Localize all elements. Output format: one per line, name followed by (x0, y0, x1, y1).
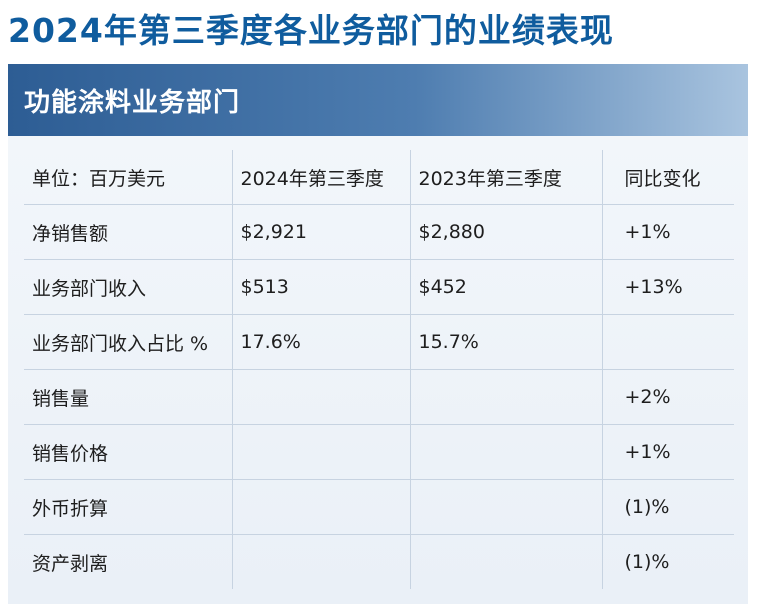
row-label: 业务部门收入 (24, 259, 233, 315)
cell-yoy-change: +13% (602, 259, 734, 315)
performance-table: 单位：百万美元 2024年第三季度 2023年第三季度 同比变化 净销售额 $2… (24, 150, 734, 589)
cell-q3-2023 (410, 424, 603, 480)
row-label: 外币折算 (24, 479, 233, 535)
segment-card: 功能涂料业务部门 单位：百万美元 2024年第三季度 2023年第三季度 同比变… (8, 64, 748, 604)
row-label: 资产剥离 (24, 534, 233, 589)
cell-yoy-change: +1% (602, 424, 734, 480)
cell-q3-2023: $452 (410, 259, 603, 315)
cell-q3-2024: 17.6% (232, 314, 411, 370)
cell-yoy-change: +1% (602, 204, 734, 260)
table-row: 资产剥离 (1)% (24, 534, 734, 589)
cell-q3-2023: 15.7% (410, 314, 603, 370)
cell-q3-2024 (232, 369, 411, 425)
header-q3-2024: 2024年第三季度 (232, 150, 411, 205)
cell-q3-2023 (410, 534, 603, 589)
row-label: 销售量 (24, 369, 233, 425)
table-row: 业务部门收入 $513 $452 +13% (24, 259, 734, 315)
header-q3-2023: 2023年第三季度 (410, 150, 603, 205)
cell-q3-2024 (232, 534, 411, 589)
table-row: 业务部门收入占比 % 17.6% 15.7% (24, 314, 734, 370)
cell-q3-2023 (410, 479, 603, 535)
cell-yoy-change: (1)% (624, 551, 670, 573)
cell-yoy-change: +2% (602, 369, 734, 425)
table-row: 外币折算 (1)% (24, 479, 734, 535)
card-header: 功能涂料业务部门 (8, 64, 748, 136)
section-title: 功能涂料业务部门 (24, 87, 241, 118)
row-label: 销售价格 (24, 424, 233, 480)
cell-q3-2024: $2,921 (232, 204, 411, 260)
row-label: 业务部门收入占比 % (24, 314, 233, 370)
cell-q3-2024 (232, 424, 411, 480)
cell-q3-2023 (410, 369, 603, 425)
page-title: 2024年第三季度各业务部门的业绩表现 (8, 11, 614, 50)
header-yoy-change: 同比变化 (602, 150, 734, 205)
table-row: 净销售额 $2,921 $2,880 +1% (24, 204, 734, 260)
table-row: 销售量 +2% (24, 369, 734, 425)
cell-q3-2024: $513 (232, 259, 411, 315)
header-unit: 单位：百万美元 (24, 150, 233, 205)
cell-yoy-change: (1)% (602, 479, 734, 535)
row-label: 净销售额 (24, 204, 233, 260)
table-header-row: 单位：百万美元 2024年第三季度 2023年第三季度 同比变化 (24, 150, 734, 205)
table-row: 销售价格 +1% (24, 424, 734, 480)
cell-yoy-change (602, 314, 734, 370)
cell-q3-2024 (232, 479, 411, 535)
cell-q3-2023: $2,880 (410, 204, 603, 260)
